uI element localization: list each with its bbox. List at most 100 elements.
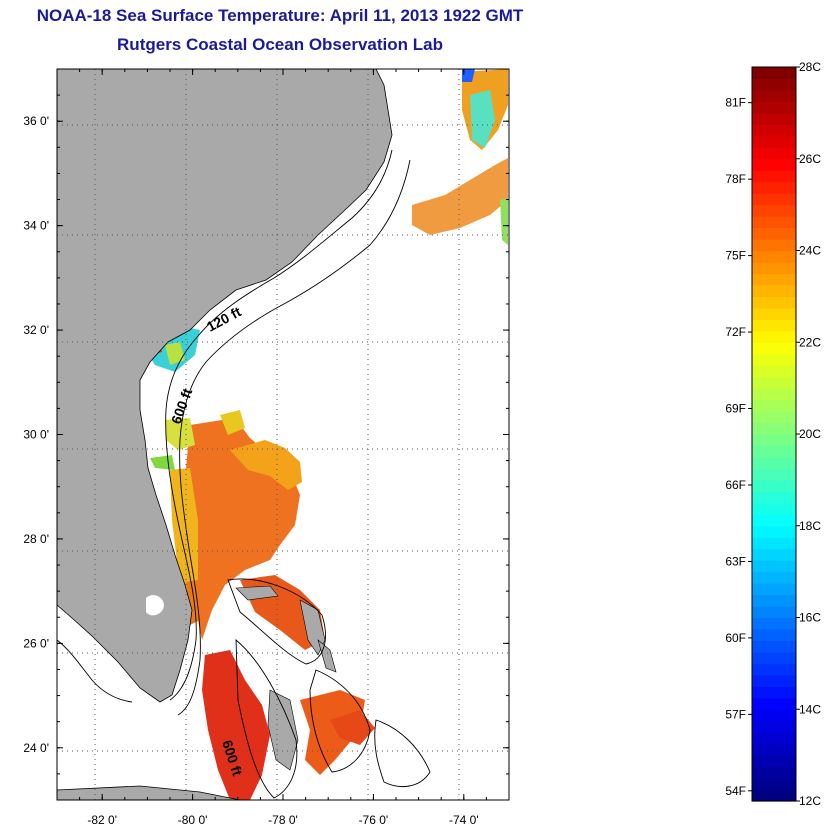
colorbar-band	[752, 239, 796, 252]
land-andros	[267, 689, 299, 771]
contour-600ft	[177, 159, 411, 716]
land-lake-okeechobee	[146, 595, 164, 616]
fahrenheit-label: 54F	[725, 784, 746, 798]
colorbar-band	[752, 342, 796, 355]
colorbar-band	[752, 743, 796, 756]
colorbar-band	[752, 525, 796, 538]
celsius-label: 16C	[799, 611, 821, 625]
fahrenheit-label: 78F	[725, 172, 746, 186]
colorbar-band	[752, 571, 796, 584]
colorbar-band	[752, 135, 796, 148]
colorbar-band	[752, 640, 796, 653]
sst-patch-upper	[220, 410, 245, 435]
colorbar-band	[752, 434, 796, 447]
colorbar-fahrenheit-labels: 81F 78F 75F 72F 69F 66F 63F 60F 57F 54F	[725, 96, 752, 798]
colorbar-band	[752, 273, 796, 286]
colorbar-band	[752, 399, 796, 412]
colorbar-band	[752, 124, 796, 137]
map-subtitle: Rutgers Coastal Ocean Observation Lab	[117, 35, 443, 54]
contour-120ft	[165, 149, 393, 701]
colorbar-band	[752, 330, 796, 343]
celsius-label: 14C	[799, 702, 821, 716]
colorbar-band	[752, 651, 796, 664]
colorbar-band	[752, 411, 796, 424]
contour-bahamas-4	[374, 719, 431, 788]
sst-patch-nc-cyan	[470, 90, 495, 148]
colorbar-band	[752, 284, 796, 297]
lon-tick-label: -74 0'	[449, 813, 479, 827]
land	[57, 69, 393, 800]
colorbar-band	[752, 365, 796, 378]
celsius-label: 22C	[799, 335, 821, 349]
lat-tick-label: 30 0'	[23, 428, 49, 442]
lat-tick-label: 28 0'	[23, 532, 49, 546]
lat-tick-label: 34 0'	[23, 219, 49, 233]
colorbar-band	[752, 227, 796, 240]
land-eleuthera	[317, 639, 337, 673]
fahrenheit-label: 66F	[725, 478, 746, 492]
colorbar-band	[752, 663, 796, 676]
colorbar-band	[752, 628, 796, 642]
colorbar-band	[752, 594, 796, 607]
colorbar: 28C 26C 24C 22C 20C 18C 16C 14C 12C 81F 78F 75F 72F…	[725, 60, 821, 808]
fahrenheit-label: 81F	[725, 96, 746, 110]
lon-tick-label: -80 0'	[178, 813, 208, 827]
celsius-label: 28C	[799, 60, 821, 74]
sst-patch-bahamas-south	[202, 650, 270, 800]
colorbar-band	[752, 789, 796, 802]
fahrenheit-label: 60F	[725, 631, 746, 645]
colorbar-band	[752, 755, 796, 768]
colorbar-band	[752, 112, 796, 125]
sst-patch-north-gulfstream	[230, 440, 302, 490]
colorbar-band	[752, 674, 796, 687]
colorbar-band	[752, 502, 796, 515]
celsius-label: 26C	[799, 152, 821, 166]
map-title: NOAA-18 Sea Surface Temperature: April 1…	[36, 6, 524, 25]
colorbar-band	[752, 766, 796, 779]
colorbar-band	[752, 101, 796, 114]
land-mainland	[57, 69, 393, 703]
colorbar-band	[752, 204, 796, 217]
colorbar-band	[752, 445, 796, 458]
sst-patch-georgia-warm	[165, 342, 185, 365]
colorbar-band	[752, 697, 796, 710]
colorbar-band	[752, 606, 796, 619]
colorbar-band	[752, 170, 796, 183]
fahrenheit-label: 69F	[725, 402, 746, 416]
colorbar-band	[752, 250, 796, 263]
fahrenheit-label: 57F	[725, 707, 746, 721]
contour-bahamas-2	[235, 639, 298, 799]
sst-patch-floridacoast	[170, 468, 198, 600]
longitude-axis: -82 0' -80 0' -78 0' -76 0' -74 0'	[56, 69, 510, 827]
lat-tick-label: 26 0'	[23, 636, 49, 650]
colorbar-band	[752, 319, 796, 332]
colorbar-band	[752, 537, 796, 550]
colorbar-band	[752, 216, 796, 229]
map-canvas: 120 ft 600 ft 600 ft	[57, 69, 509, 800]
land-cuba	[57, 785, 241, 800]
celsius-label: 20C	[799, 427, 821, 441]
colorbar-band	[752, 147, 796, 160]
lat-tick-label: 24 0'	[23, 741, 49, 755]
colorbar-band	[752, 158, 796, 171]
sst-patch-east	[300, 690, 365, 775]
colorbar-band	[752, 456, 796, 470]
colorbar-band	[752, 181, 796, 194]
land-grandbahama	[235, 585, 279, 601]
colorbar-band	[752, 514, 796, 527]
sst-patch-florida-north	[165, 418, 195, 450]
sst-patch-hatteras-green	[500, 198, 508, 245]
colorbar-band	[752, 491, 796, 504]
contour-gulf	[57, 639, 133, 703]
lon-tick-label: -82 0'	[87, 813, 117, 827]
celsius-label: 12C	[799, 794, 821, 808]
colorbar-band	[752, 468, 796, 481]
lat-tick-label: 36 0'	[23, 114, 49, 128]
colorbar-band	[752, 720, 796, 733]
colorbar-band	[752, 388, 796, 401]
lon-tick-label: -76 0'	[359, 813, 389, 827]
celsius-label: 24C	[799, 244, 821, 258]
colorbar-band	[752, 617, 796, 630]
contour-label-600ft-north: 600 ft	[168, 386, 196, 426]
colorbar-band	[752, 548, 796, 561]
